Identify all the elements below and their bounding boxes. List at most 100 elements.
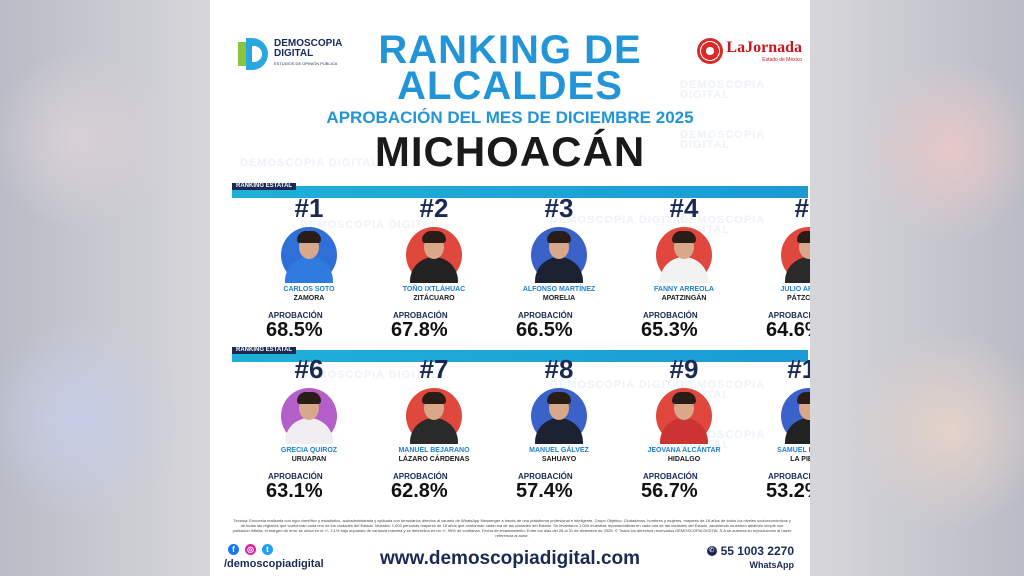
brand-name-line2: DIGITAL xyxy=(274,48,314,59)
candidate-card: #4 FANNY ARREOLA APATZINGÁN APROBACIÓN 65.3% xyxy=(625,195,743,340)
methodology-note: Técnica: Encuesta realizada con rigor ci… xyxy=(232,518,792,538)
ranking-label: RANKING ESTATAL xyxy=(232,183,296,190)
candidate-city: APATZINGÁN xyxy=(661,295,707,302)
candidate-card: #9 JEOVANA ALCÁNTAR HIDALGO APROBACIÓN 56.7% xyxy=(625,356,743,501)
candidate-city: SAHUAYO xyxy=(541,456,577,463)
approval-value: 63.1% xyxy=(266,480,323,502)
approval-value: 53.2% xyxy=(766,480,810,502)
approval-value: 57.4% xyxy=(516,480,573,502)
brand-name-line1: DEMOSCOPIA xyxy=(274,38,343,49)
candidate-card: #5 JULIO ARREOLA PÁTZCUARO APROBACIÓN64.6% xyxy=(750,195,810,340)
rank-number: #1 xyxy=(294,193,324,223)
candidate-name: ALFONSO MARTÍNEZ xyxy=(522,286,596,293)
candidate-photo xyxy=(773,388,810,444)
candidate-card: #6 GRECIA QUIROZ URUAPAN APROBACIÓN 63.1% xyxy=(250,356,368,501)
rank-number: #8 xyxy=(544,354,574,384)
approval-value: 62.8% xyxy=(391,480,448,502)
approval-value: 67.8% xyxy=(391,319,448,341)
social-handle[interactable]: /demoscopiadigital xyxy=(224,558,324,570)
approval-label: APROBACIÓN xyxy=(768,311,810,320)
candidate-city: HIDALGO xyxy=(667,456,701,463)
candidate-name: JULIO ARREOLA xyxy=(780,286,810,293)
candidate-card: #2 TOÑO IXTLÁHUAC ZITÁCUARO APROBACIÓN 67.8% xyxy=(375,195,493,340)
whatsapp-icon: ✆ xyxy=(706,545,717,556)
candidate-city: URUAPAN xyxy=(291,456,327,463)
candidate-city: ZITÁCUARO xyxy=(413,295,455,302)
d-logo-icon xyxy=(238,38,270,70)
partner-sub: Estado de México xyxy=(762,57,802,63)
approval-value: 68.5% xyxy=(266,319,323,341)
watermark: DEMOSCOPIA DIGITAL xyxy=(300,369,439,381)
social-icons: f ◎ t xyxy=(228,544,273,555)
approval-label: APROBACIÓN xyxy=(643,311,698,320)
candidate-photo xyxy=(398,227,470,283)
candidate-name: TOÑO IXTLÁHUAC xyxy=(402,286,466,293)
candidate-card: #10 SAMUEL HIDALGO LA PIEDAD APROBACIÓN53.2… xyxy=(750,356,810,501)
candidate-name: FANNY ARREOLA xyxy=(654,286,714,293)
twitter-icon[interactable]: t xyxy=(262,544,273,555)
ranking-bar xyxy=(232,186,808,198)
ranking-label: RANKING ESTATAL xyxy=(232,347,296,354)
candidate-photo xyxy=(273,227,345,283)
phone-number: 55 1003 2270 xyxy=(720,544,794,558)
candidate-photo xyxy=(523,388,595,444)
rank-number: #5 xyxy=(794,193,810,223)
candidate-city: LA PIEDAD xyxy=(790,456,810,463)
approval-label: APROBACIÓN xyxy=(518,311,573,320)
approval-value: 56.7% xyxy=(641,480,698,502)
candidate-card: #8 MANUEL GÁLVEZ SAHUAYO APROBACIÓN 57.4% xyxy=(500,356,618,501)
approval-value: 66.5% xyxy=(516,319,573,341)
candidate-city: ZAMORA xyxy=(293,295,325,302)
instagram-icon[interactable]: ◎ xyxy=(245,544,256,555)
candidate-name: SAMUEL HIDALGO xyxy=(777,447,810,454)
candidate-city: PÁTZCUARO xyxy=(787,295,810,302)
approval-label: APROBACIÓN xyxy=(268,472,323,481)
watermark: DEMOSCOPIA DIGITAL xyxy=(680,429,765,451)
candidate-name: CARLOS SOTO xyxy=(283,286,335,293)
region-title: MICHOACÁN xyxy=(374,128,646,175)
candidate-name: MANUEL GÁLVEZ xyxy=(529,447,589,454)
candidate-photo xyxy=(273,388,345,444)
la-jornada-logo: LaJornada Estado de México xyxy=(697,38,802,64)
sun-logo-icon xyxy=(697,38,724,64)
whatsapp-contact[interactable]: ✆ 55 1003 2270 WhatsApp xyxy=(706,542,794,570)
candidate-photo xyxy=(648,388,720,444)
facebook-icon[interactable]: f xyxy=(228,544,239,555)
candidate-photo xyxy=(648,227,720,283)
rank-number: #10 xyxy=(787,354,810,384)
watermark: DEMOSCOPIA DIGITAL xyxy=(240,157,379,169)
watermark: DEMOSCOPIA DIGITAL xyxy=(680,79,765,101)
demoscopia-logo: DEMOSCOPIA DIGITAL ESTUDIOS DE OPINIÓN P… xyxy=(238,38,342,70)
candidate-name: MANUEL BEJARANO xyxy=(398,447,470,454)
watermark: DEMOSCOPIA DIGITAL xyxy=(550,214,689,226)
approval-value: 64.6% xyxy=(766,319,810,341)
candidate-city: MORELIA xyxy=(542,295,576,302)
candidate-city: LÁZARO CÁRDENAS xyxy=(398,456,470,463)
watermark: DEMOSCOPIA DIGITAL xyxy=(300,219,439,231)
approval-value: 65.3% xyxy=(641,319,698,341)
infographic-poster: DEMOSCOPIA DIGITAL DEMOSCOPIA DIGITAL DE… xyxy=(210,0,810,576)
watermark: DEMOSCOPIA DIGITAL xyxy=(680,214,765,236)
rank-number: #4 xyxy=(669,193,699,223)
website-link[interactable]: www.demoscopiadigital.com xyxy=(379,548,641,569)
candidate-photo xyxy=(523,227,595,283)
approval-label: APROBACIÓN xyxy=(518,472,573,481)
candidate-name: GRECIA QUIROZ xyxy=(280,447,338,454)
approval-label: APROBACIÓN xyxy=(643,472,698,481)
rank-number: #9 xyxy=(669,354,699,384)
approval-label: APROBACIÓN xyxy=(268,311,323,320)
watermark: DEMOSCOPIA DIGITAL xyxy=(680,379,765,401)
ranking-bar xyxy=(232,350,808,362)
candidate-photo xyxy=(773,227,810,283)
brand-tagline: ESTUDIOS DE OPINIÓN PÚBLICA xyxy=(274,61,338,66)
candidate-card: #7 MANUEL BEJARANO LÁZARO CÁRDENAS APROBACI… xyxy=(375,356,493,501)
approval-label: APROBACIÓN xyxy=(768,472,810,481)
rank-number: #3 xyxy=(544,193,574,223)
footer: f ◎ t /demoscopiadigital www.demoscopiad… xyxy=(210,540,810,576)
approval-label: APROBACIÓN xyxy=(393,472,448,481)
rank-number: #2 xyxy=(419,193,449,223)
candidate-photo xyxy=(398,388,470,444)
partner-name: LaJornada xyxy=(726,39,802,56)
rank-number: #7 xyxy=(419,354,449,384)
candidate-card: #3 ALFONSO MARTÍNEZ MORELIA APROBACIÓN 66.5% xyxy=(500,195,618,340)
